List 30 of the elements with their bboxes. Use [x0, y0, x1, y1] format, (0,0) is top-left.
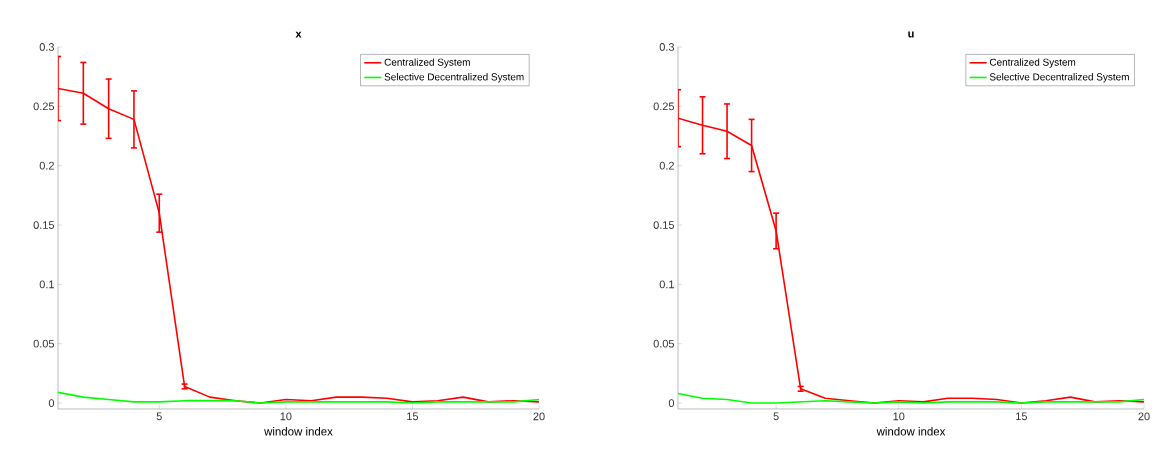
y-tick-label: 0.25 — [33, 102, 55, 111]
y-tick-label: 0.25 — [653, 102, 675, 111]
y-tick-label: 0.05 — [33, 339, 55, 348]
legend-label: Centralized System — [989, 58, 1076, 68]
y-tick-label: 0.2 — [39, 161, 54, 170]
x-tick-label: 10 — [893, 412, 905, 421]
y-tick-label: 0 — [48, 399, 55, 407]
legend-label: Selective Decentralized System — [989, 73, 1129, 83]
y-tick-label: 0.2 — [659, 161, 674, 170]
y-tick-label: 0.15 — [653, 221, 675, 229]
y-tick-label: 0.3 — [659, 43, 675, 51]
y-tick-label: 0.15 — [33, 221, 55, 229]
x-axis-title: window index — [264, 427, 333, 436]
chart-title: u — [908, 31, 914, 38]
legend-label: Centralized System — [384, 58, 470, 68]
x-tick-label: 20 — [533, 412, 545, 421]
y-tick-label: 0 — [668, 399, 675, 407]
x-tick-label: 15 — [1016, 412, 1027, 421]
y-tick-label: 0.1 — [659, 280, 674, 289]
legend-label: Selective Decentralized System — [384, 73, 524, 83]
y-tick-label: 0.05 — [653, 339, 675, 348]
x-axis-title: window index — [876, 427, 946, 436]
x-tick-label: 15 — [407, 412, 419, 421]
x-tick-label: 5 — [773, 412, 779, 421]
y-tick-label: 0.1 — [39, 280, 54, 289]
x-tick-label: 10 — [280, 412, 292, 421]
x-tick-label: 20 — [1138, 412, 1150, 421]
y-tick-label: 0.3 — [39, 43, 55, 51]
x-tick-label: 5 — [156, 412, 162, 421]
chart-title: x — [295, 31, 302, 38]
